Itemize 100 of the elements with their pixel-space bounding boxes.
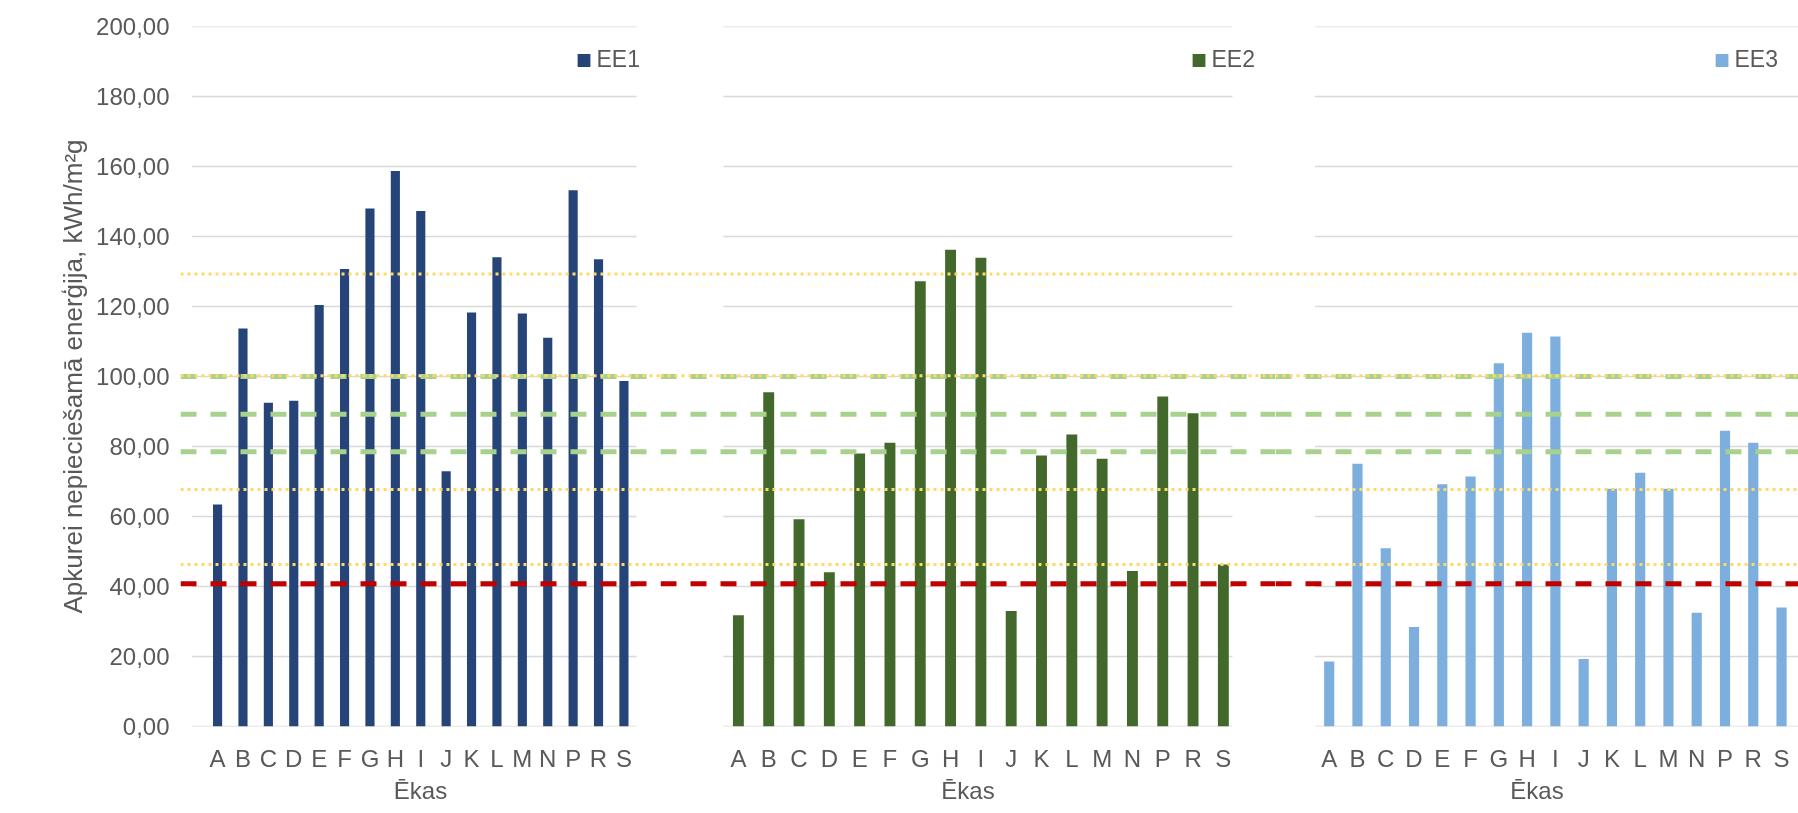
x-tick-label: P [1716,744,1734,772]
x-tick-label: L [1633,744,1647,772]
bar [1066,434,1078,727]
legend-label: EE1 [596,46,640,73]
bar [466,312,477,727]
y-tick-label: 160,00 [96,153,170,180]
x-tick-label: N [1123,744,1142,772]
x-tick-label: F [337,744,352,772]
bar [763,392,775,727]
bar [1380,548,1391,727]
bar [1437,484,1448,727]
x-tick-label: I [1552,744,1559,772]
bar [1187,413,1199,727]
x-tick-label: J [1577,744,1590,772]
x-tick-label: R [1184,744,1202,772]
x-tick-label: P [1154,744,1171,772]
y-axis-title: Apkurei nepieciešamā enerģija, kWh/m²g [58,139,89,614]
x-tick-label: M [512,744,533,772]
bar [1126,571,1138,727]
x-tick-label: K [1603,744,1620,772]
bar [416,210,426,727]
y-tick-label: 0,00 [122,713,170,740]
x-tick-label: A [730,744,747,772]
bar [1606,488,1617,727]
x-axis-title: Ēkas [1510,776,1564,804]
x-tick-label: B [760,744,777,772]
x-tick-label: L [490,744,504,772]
x-tick-label: R [589,744,608,772]
bar [1776,607,1787,727]
bar [213,504,223,727]
y-tick-label: 120,00 [96,293,170,320]
bar [1522,332,1533,727]
bar [593,259,604,727]
bar [1036,455,1047,727]
y-tick-label: 40,00 [109,573,170,600]
x-tick-label: B [234,744,251,772]
x-tick-label: A [1321,744,1338,772]
bar [1324,661,1335,727]
bar [543,337,553,727]
bar [1217,564,1229,727]
x-tick-label: H [386,744,405,772]
y-tick-label: 80,00 [109,433,170,460]
x-tick-label: E [311,744,328,772]
x-tick-label: H [1518,744,1536,772]
bar [1550,336,1561,727]
bar [914,281,926,727]
x-tick-label: H [941,744,960,772]
bar [1635,472,1646,727]
x-tick-label: A [209,744,226,772]
bar [1096,458,1108,727]
x-tick-label: N [539,744,557,772]
x-tick-label: E [851,744,868,772]
x-axis-title: Ēkas [393,776,448,804]
bar [945,249,957,727]
legend-label: EE2 [1211,46,1255,73]
x-tick-label: C [790,744,808,772]
x-tick-label: F [882,744,898,772]
x-tick-label: S [1215,744,1232,772]
x-tick-label: M [1092,744,1113,772]
x-tick-label: M [1658,744,1679,772]
bar [1352,463,1363,727]
y-tick-label: 180,00 [96,83,170,110]
bar [365,208,375,727]
legend-label: EE3 [1734,46,1778,73]
x-tick-label: D [820,744,839,772]
x-tick-label: D [285,744,303,772]
bar [238,328,248,727]
bar [732,615,744,727]
bar [1408,627,1420,727]
bar [1157,396,1169,727]
bar [517,313,527,727]
bar [1465,476,1476,727]
x-tick-label: K [463,744,480,772]
x-tick-label: S [1773,744,1790,772]
x-tick-label: E [1434,744,1451,772]
x-tick-label: J [1005,744,1018,772]
y-tick-label: 200,00 [96,13,170,40]
bar [314,305,324,727]
x-tick-label: I [417,744,425,772]
y-tick-label: 60,00 [109,503,170,530]
bar [263,402,273,727]
bar [390,171,400,727]
bar [289,400,299,727]
bar [339,269,350,727]
bar [1719,430,1731,727]
y-tick-label: 140,00 [96,223,170,250]
x-tick-label: K [1033,744,1050,772]
bar [854,453,866,727]
x-tick-label: C [1377,744,1395,772]
x-tick-label: S [615,744,632,772]
bar [441,471,451,727]
x-tick-label: C [259,744,278,772]
bar [1748,442,1759,727]
x-tick-label: D [1405,744,1423,772]
y-tick-label: 20,00 [109,643,170,670]
x-tick-label: I [977,744,985,772]
bar [1578,658,1589,727]
x-tick-label: L [1065,744,1079,772]
x-tick-label: B [1349,744,1366,772]
bar [823,572,835,727]
